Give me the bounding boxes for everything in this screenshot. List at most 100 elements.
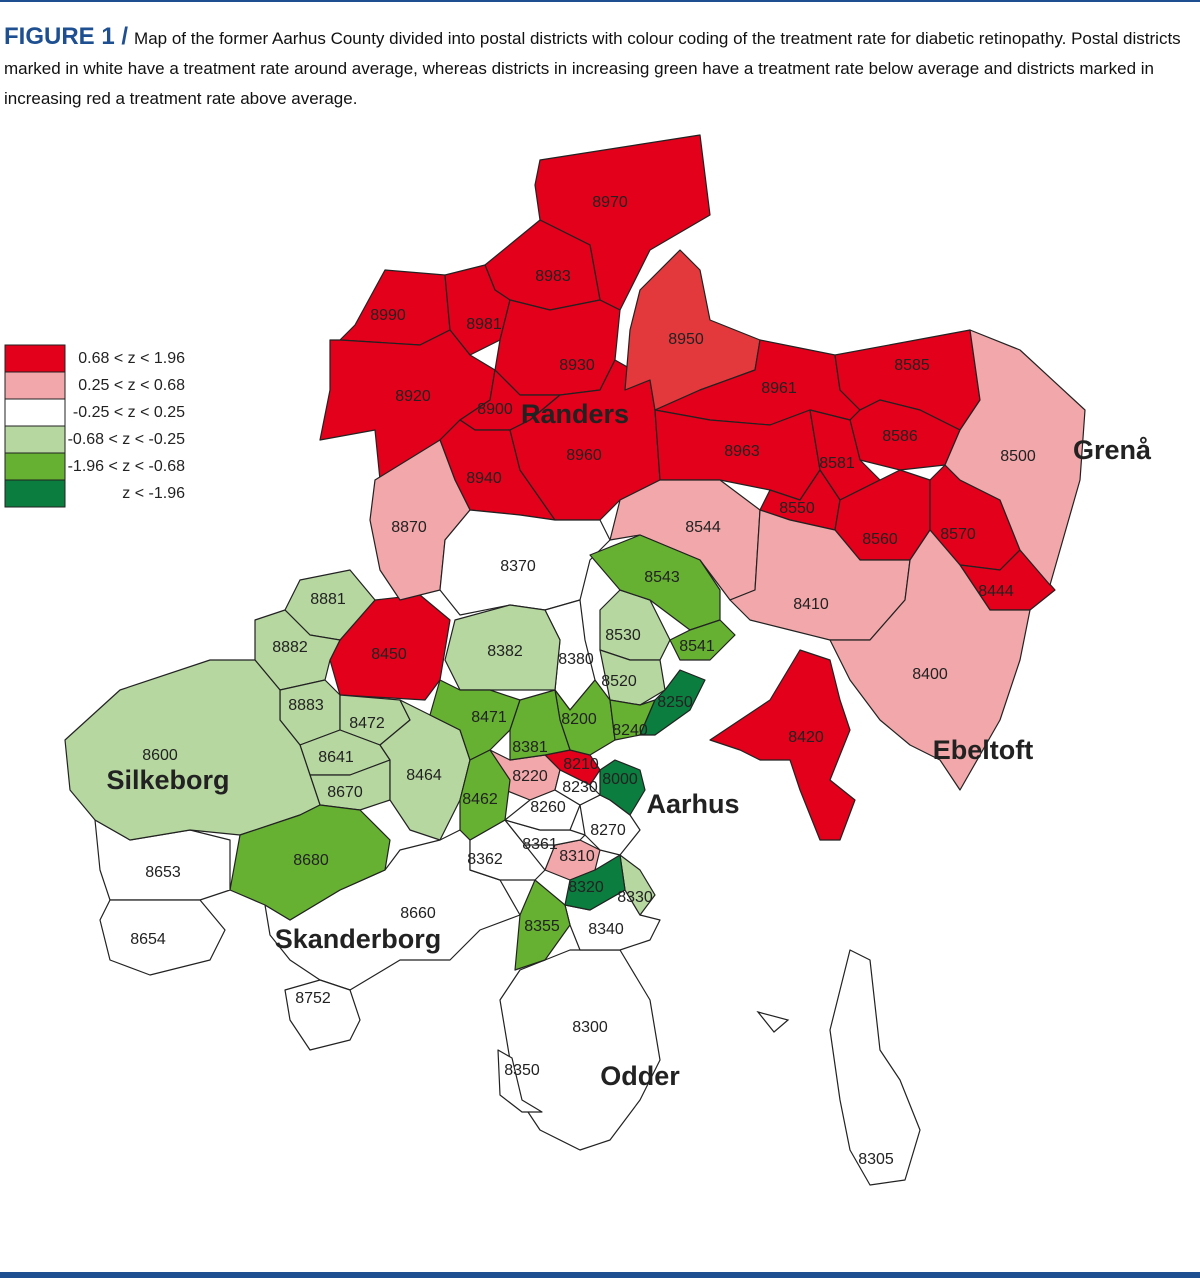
district-code: 8362 — [467, 851, 503, 868]
district-code: 8210 — [563, 756, 599, 773]
labels: 8970 8983 8990 8981 8930 8920 8900 8940 8960 8950… — [106, 194, 1152, 1168]
legend-label: 0.25 < z < 0.68 — [78, 377, 185, 394]
district-code: 8400 — [912, 666, 948, 683]
town-name: Silkeborg — [106, 765, 229, 795]
legend-swatch — [4, 479, 66, 508]
district-code: 8260 — [530, 799, 566, 816]
district-code: 8586 — [882, 428, 918, 445]
legend-label: 0.68 < z < 1.96 — [78, 350, 185, 367]
district-code: 8970 — [592, 194, 628, 211]
district-code: 8220 — [512, 768, 548, 785]
district-code: 8990 — [370, 307, 406, 324]
district-code: 8900 — [477, 401, 513, 418]
district — [284, 979, 361, 1051]
district-code: 8462 — [462, 791, 498, 808]
district-code: 8420 — [788, 729, 824, 746]
district-code: 8270 — [590, 822, 626, 839]
legend-swatch — [4, 425, 66, 454]
district-code: 8500 — [1000, 448, 1036, 465]
legend-label: -1.96 < z < -0.68 — [68, 458, 186, 475]
district — [554, 769, 601, 806]
district-code: 8963 — [724, 443, 760, 460]
district-code: 8520 — [601, 673, 637, 690]
district-code: 8930 — [559, 357, 595, 374]
district-code: 8950 — [668, 331, 704, 348]
district — [564, 854, 626, 911]
district-code: 8983 — [535, 268, 571, 285]
district-code: 8543 — [644, 569, 680, 586]
town-name: Ebeltoft — [933, 735, 1034, 765]
district-code: 8250 — [657, 694, 693, 711]
district — [709, 649, 856, 841]
figure-label: FIGURE 1 / — [4, 23, 129, 50]
district-code: 8940 — [466, 470, 502, 487]
district-code: 8450 — [371, 646, 407, 663]
district-code: 8961 — [761, 380, 797, 397]
district — [609, 699, 656, 741]
town-name: Grenå — [1073, 435, 1152, 465]
district-code: 8752 — [295, 990, 331, 1007]
caption-block: FIGURE 1 /Map of the former Aarhus Count… — [4, 22, 1184, 114]
district-code: 8870 — [391, 519, 427, 536]
district-code: 8200 — [561, 711, 597, 728]
district-code: 8960 — [566, 447, 602, 464]
district-code: 8370 — [500, 558, 536, 575]
district-code: 8585 — [894, 357, 930, 374]
district-code: 8680 — [293, 852, 329, 869]
district-code: 8410 — [793, 596, 829, 613]
caption: Map of the former Aarhus County divided … — [4, 29, 1181, 108]
legend-swatch — [4, 344, 66, 373]
district-code: 8240 — [612, 722, 648, 739]
district-code: 8530 — [605, 627, 641, 644]
district — [497, 1049, 543, 1113]
district-code: 8660 — [400, 905, 436, 922]
district-code: 8464 — [406, 767, 442, 784]
district — [509, 689, 571, 761]
district-code: 8654 — [130, 931, 166, 948]
district-code: 8653 — [145, 864, 181, 881]
legend-swatch — [4, 371, 66, 400]
district — [829, 949, 921, 1186]
district-code: 8361 — [522, 836, 558, 853]
legend-swatch — [4, 452, 66, 481]
district-code: 8472 — [349, 715, 385, 732]
district — [514, 879, 571, 971]
district-code: 8920 — [395, 388, 431, 405]
district — [229, 804, 391, 921]
district-code: 8444 — [978, 583, 1014, 600]
town-name: Odder — [600, 1061, 680, 1091]
town-name: Aarhus — [646, 789, 739, 819]
district — [639, 669, 706, 736]
district-code: 8340 — [588, 921, 624, 938]
regions — [64, 134, 1086, 1186]
district-code: 8382 — [487, 643, 523, 660]
town-name: Randers — [521, 399, 629, 429]
district-code: 8882 — [272, 639, 308, 656]
district-code: 8320 — [568, 879, 604, 896]
district-code: 8570 — [940, 526, 976, 543]
district-code: 8000 — [602, 771, 638, 788]
legend-label: z < -1.96 — [122, 485, 185, 502]
district-code: 8380 — [558, 651, 594, 668]
district — [669, 619, 736, 661]
town-name: Skanderborg — [275, 924, 442, 954]
district-code: 8471 — [471, 709, 507, 726]
district-code: 8230 — [562, 779, 598, 796]
top-rule — [0, 0, 1200, 2]
district-code: 8881 — [310, 591, 346, 608]
district — [64, 659, 321, 841]
district — [829, 529, 1031, 791]
district-code: 8883 — [288, 697, 324, 714]
district — [599, 759, 646, 816]
district-code: 8305 — [858, 1151, 894, 1168]
district-code: 8641 — [318, 749, 354, 766]
island — [756, 1010, 790, 1033]
legend: 0.68 < z < 1.96 0.25 < z < 0.68 -0.25 < z … — [4, 344, 186, 508]
district-code: 8541 — [679, 638, 715, 655]
legend-label: -0.68 < z < -0.25 — [68, 431, 186, 448]
district-code: 8550 — [779, 500, 815, 517]
district-code: 8581 — [819, 455, 855, 472]
district-code: 8544 — [685, 519, 721, 536]
